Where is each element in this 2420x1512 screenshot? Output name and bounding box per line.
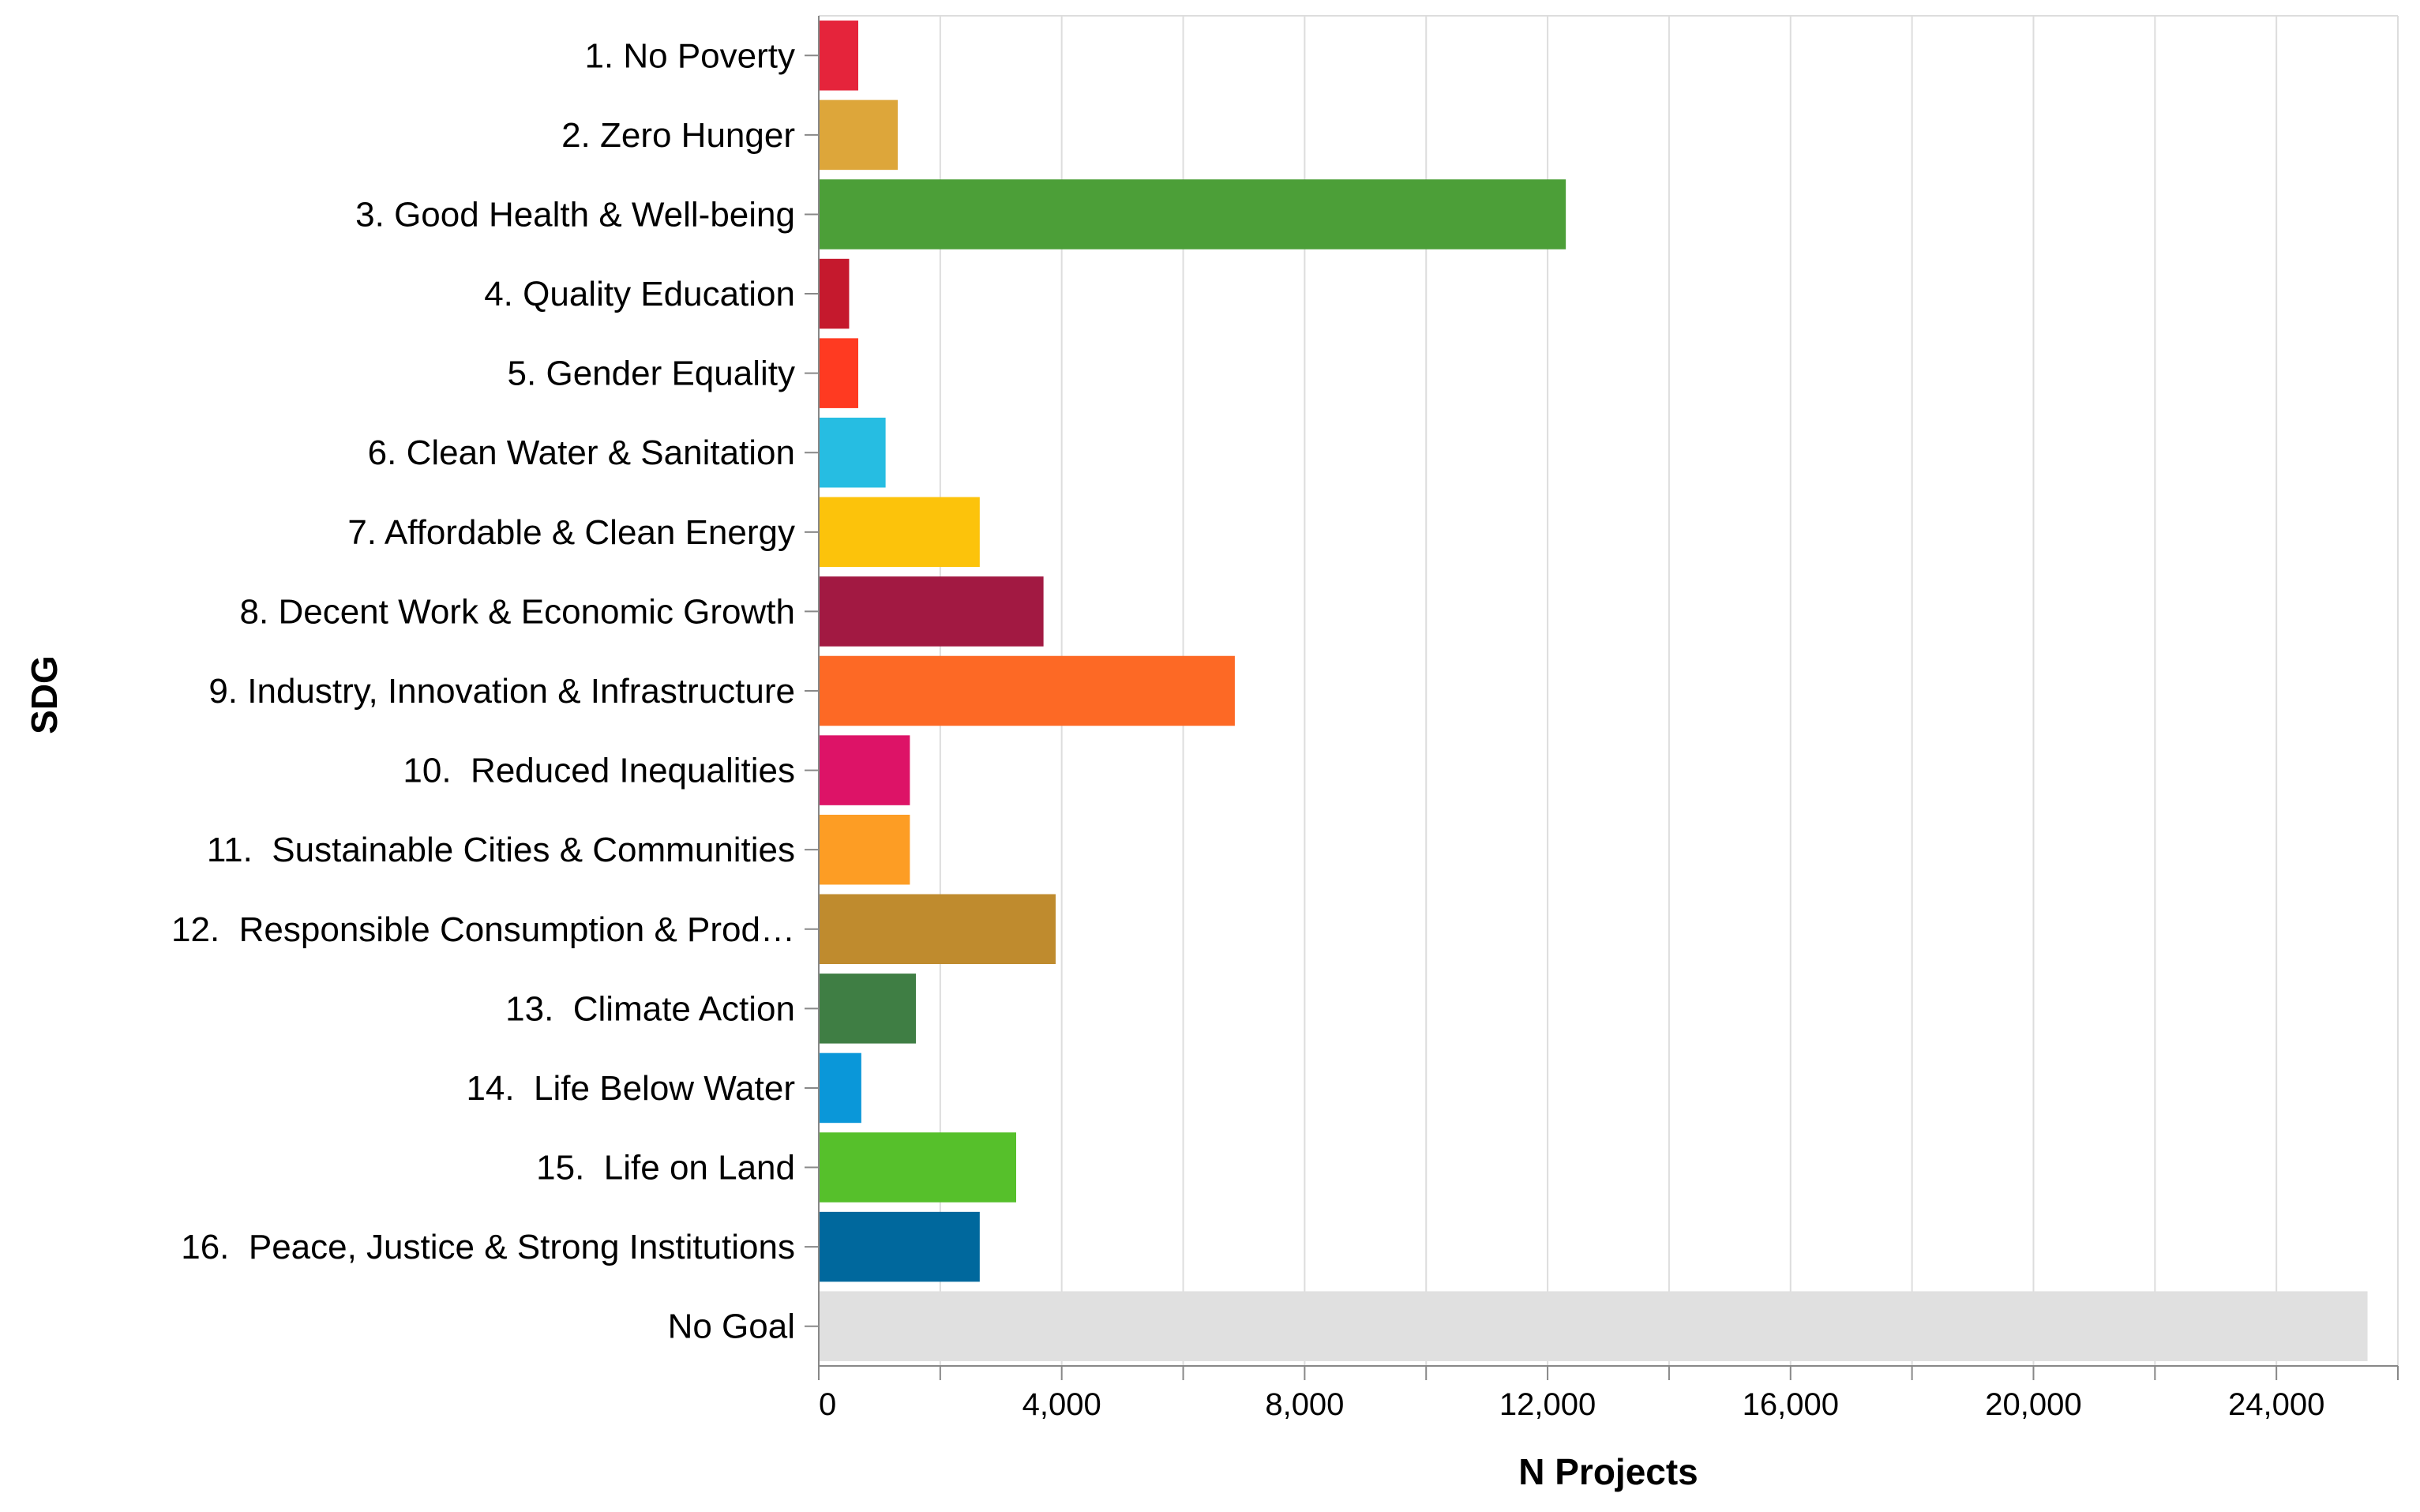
- bar: [819, 1052, 861, 1124]
- category-label: 1. No Poverty: [584, 36, 795, 75]
- category-label: 4. Quality Education: [484, 275, 795, 313]
- category-label: 5. Gender Equality: [508, 355, 795, 393]
- bars: [819, 21, 2368, 1361]
- x-tick-label: 0: [819, 1387, 836, 1422]
- category-label: 14. Life Below Water: [466, 1069, 795, 1108]
- category-label: 3. Good Health & Well-being: [355, 195, 795, 234]
- bar: [819, 338, 858, 408]
- x-tick-label: 8,000: [1265, 1387, 1344, 1422]
- bar: [819, 1132, 1016, 1202]
- x-tick-label: 12,000: [1499, 1387, 1596, 1422]
- bar: [819, 576, 1044, 647]
- bar: [819, 735, 910, 805]
- category-label: 16. Peace, Justice & Strong Institutions: [181, 1228, 795, 1266]
- category-label: 12. Responsible Consumption & Prod…: [171, 910, 795, 949]
- x-tick-label: 20,000: [1985, 1387, 2081, 1422]
- x-tick-label: 16,000: [1743, 1387, 1839, 1422]
- bar: [819, 814, 910, 885]
- bar: [819, 99, 898, 171]
- x-tick-label: 4,000: [1022, 1387, 1101, 1422]
- category-label: 6. Clean Water & Sanitation: [368, 433, 795, 472]
- bar: [819, 258, 850, 329]
- y-axis-title: SDG: [24, 655, 65, 734]
- bar: [819, 1211, 980, 1282]
- category-label: 2. Zero Hunger: [561, 116, 795, 155]
- category-label: 13. Climate Action: [505, 989, 795, 1028]
- bar: [819, 497, 980, 568]
- category-label: 11. Sustainable Cities & Communities: [207, 831, 795, 869]
- bar: [819, 1291, 2368, 1361]
- bar: [819, 974, 917, 1044]
- category-label: 8. Decent Work & Economic Growth: [240, 592, 795, 631]
- x-axis-title: N Projects: [1518, 1451, 1698, 1492]
- x-tick-label: 24,000: [2228, 1387, 2324, 1422]
- bar: [819, 655, 1235, 726]
- bar: [819, 21, 858, 91]
- axes: 0 4,000 8,000 12,000 16,000 20,000 24,000: [805, 16, 2399, 1422]
- bar: [819, 894, 1056, 965]
- category-label: 15. Life on Land: [536, 1149, 795, 1187]
- category-labels: 1. No Poverty 2. Zero Hunger 3. Good Healt…: [171, 36, 795, 1345]
- category-label: 7. Affordable & Clean Energy: [347, 513, 795, 552]
- category-label: 10. Reduced Inequalities: [403, 752, 795, 790]
- category-label: No Goal: [668, 1308, 795, 1346]
- bar: [819, 179, 1566, 249]
- bar: [819, 417, 886, 488]
- category-label: 9. Industry, Innovation & Infrastructure: [208, 672, 795, 711]
